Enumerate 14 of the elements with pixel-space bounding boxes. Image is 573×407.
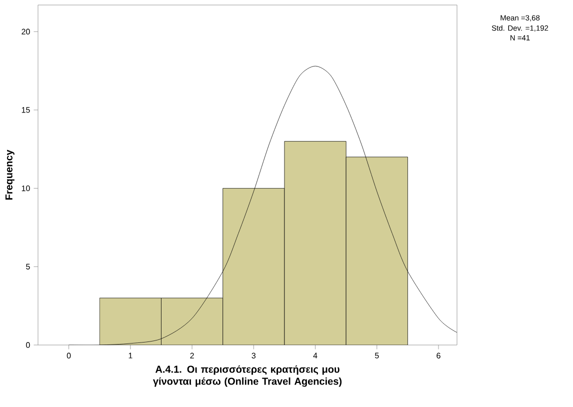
x-tick-label: 6: [436, 352, 440, 358]
y-tick-label: 15: [22, 107, 30, 113]
y-tick-label: 5: [26, 264, 30, 270]
y-axis-title: Frequency: [5, 150, 14, 200]
x-tick-label: 5: [374, 352, 379, 358]
y-tick-label: 20: [22, 28, 30, 34]
x-tick-label: 0: [66, 352, 71, 358]
x-tick-label: 1: [128, 352, 132, 358]
x-tick-label: 4: [313, 352, 318, 358]
x-tick-label: 3: [252, 352, 256, 358]
x-tick-label: 2: [190, 352, 194, 358]
y-tick-label: 0: [26, 342, 30, 348]
x-axis-title: A.4.1. Οι περισσότερες κρατήσεις μου γίνονται μέσω (Online Travel Agencies): [152, 365, 342, 387]
y-tick-label: 10: [22, 185, 30, 192]
